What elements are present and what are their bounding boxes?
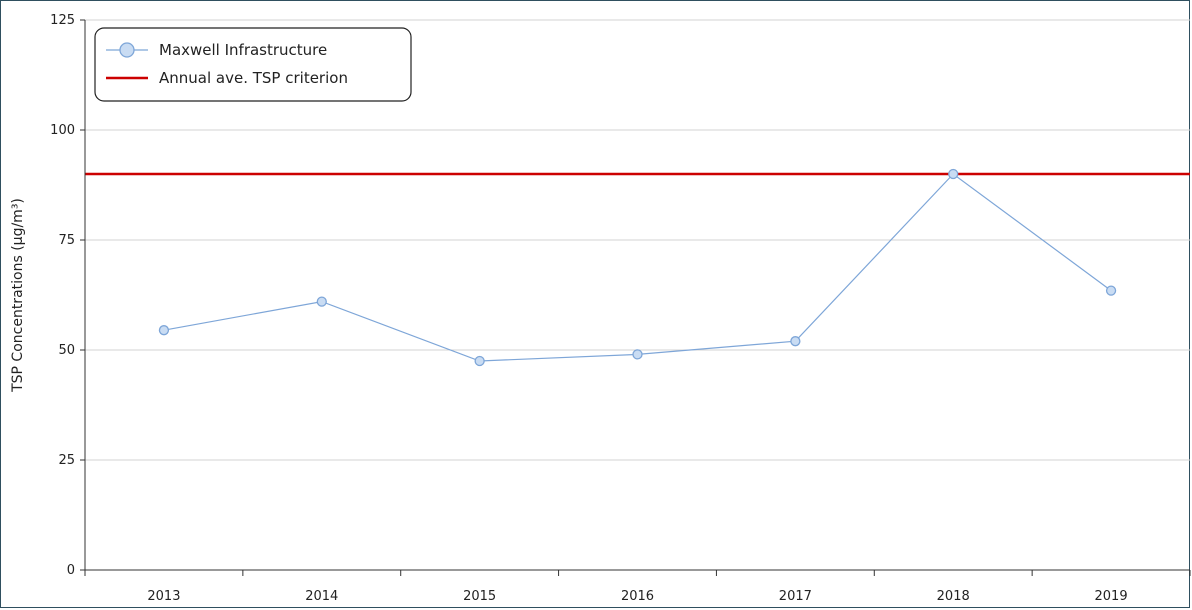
y-tick-label: 125 — [50, 13, 75, 28]
axes — [84, 20, 1190, 571]
legend-label-criterion: Annual ave. TSP criterion — [159, 69, 348, 87]
y-tick-labels: 0 25 50 75 100 125 — [50, 13, 85, 578]
x-tick-label: 2019 — [1095, 589, 1128, 604]
legend: Maxwell Infrastructure Annual ave. TSP cr… — [94, 27, 412, 102]
x-tick-label: 2018 — [937, 589, 970, 604]
series-group — [158, 168, 1117, 367]
legend-label-series: Maxwell Infrastructure — [159, 41, 327, 59]
x-tick-label: 2015 — [463, 589, 496, 604]
data-point — [158, 325, 170, 336]
x-tick-labels: 2013 2014 2015 2016 2017 2018 2019 — [84, 570, 1191, 604]
data-point — [632, 349, 643, 360]
data-point — [316, 296, 327, 307]
x-tick-label: 2013 — [147, 589, 180, 604]
data-point — [948, 168, 959, 180]
y-axis-title: TSP Concentrations (µg/m³) — [10, 198, 26, 393]
y-tick-label: 0 — [67, 563, 75, 578]
data-point — [790, 336, 801, 347]
y-tick-label: 25 — [58, 453, 75, 468]
gridlines — [85, 19, 1190, 461]
x-tick-label: 2017 — [779, 589, 812, 604]
data-point — [1105, 285, 1117, 296]
data-point — [474, 355, 485, 367]
y-tick-label: 75 — [58, 233, 75, 248]
series-line — [163, 173, 1112, 362]
y-tick-label: 100 — [50, 123, 75, 138]
x-tick-label: 2014 — [305, 589, 338, 604]
y-tick-label: 50 — [58, 343, 75, 358]
legend-series-marker — [119, 42, 135, 58]
legend-box — [94, 27, 412, 102]
x-tick-label: 2016 — [621, 589, 654, 604]
